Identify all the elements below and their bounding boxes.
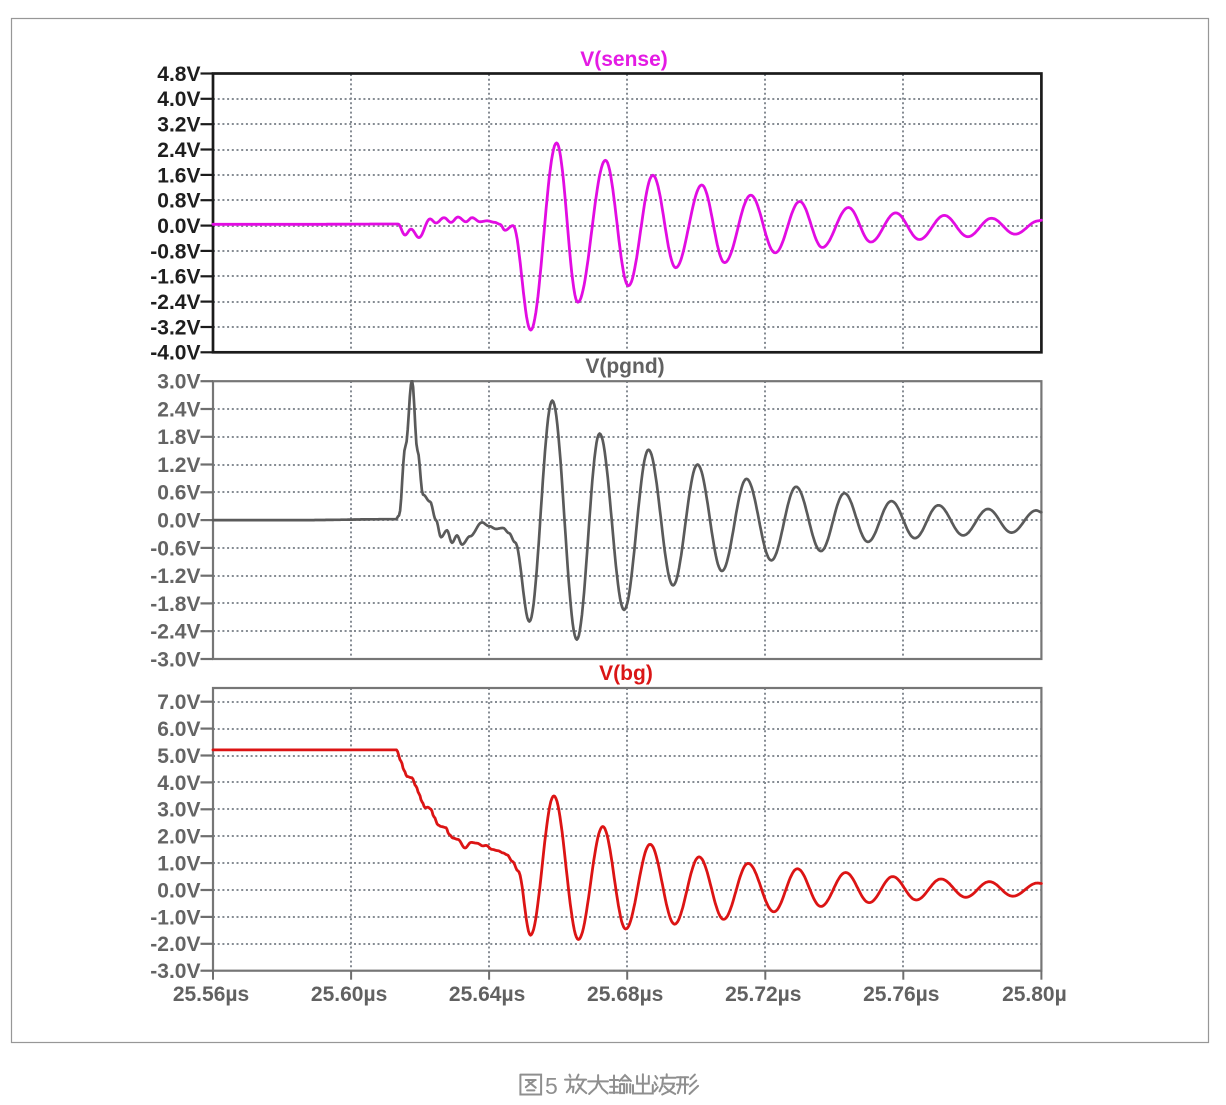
svg-text:-3.0V: -3.0V [150, 960, 200, 983]
svg-text:V(pgnd): V(pgnd) [585, 355, 664, 378]
svg-text:-0.6V: -0.6V [150, 537, 200, 560]
svg-text:-1.6V: -1.6V [150, 266, 200, 289]
svg-text:0.8V: 0.8V [157, 190, 200, 213]
svg-text:2.4V: 2.4V [157, 139, 200, 162]
svg-text:7.0V: 7.0V [157, 691, 200, 714]
svg-text:3.0V: 3.0V [157, 799, 200, 822]
svg-text:6.0V: 6.0V [157, 718, 200, 741]
svg-text:-2.4V: -2.4V [150, 291, 200, 314]
svg-text:2.0V: 2.0V [157, 826, 200, 849]
svg-text:3.0V: 3.0V [157, 371, 200, 394]
svg-text:-0.8V: -0.8V [150, 240, 200, 263]
svg-text:-1.8V: -1.8V [150, 593, 200, 616]
svg-text:-1.0V: -1.0V [150, 906, 200, 929]
svg-text:4.0V: 4.0V [157, 88, 200, 111]
svg-text:-2.4V: -2.4V [150, 621, 200, 644]
svg-text:25.76µs: 25.76µs [863, 983, 939, 1006]
svg-text:5: 5 [545, 1073, 558, 1099]
svg-text:-3.2V: -3.2V [150, 316, 200, 339]
svg-text:2.4V: 2.4V [157, 398, 200, 421]
svg-text:1.2V: 1.2V [157, 454, 200, 477]
svg-text:4.8V: 4.8V [157, 63, 200, 86]
svg-text:0.6V: 0.6V [157, 482, 200, 505]
svg-text:-3.0V: -3.0V [150, 648, 200, 671]
svg-text:25.56µs: 25.56µs [173, 983, 249, 1006]
svg-text:0.0V: 0.0V [157, 510, 200, 533]
svg-text:3.2V: 3.2V [157, 114, 200, 137]
svg-text:-1.2V: -1.2V [150, 565, 200, 588]
svg-text:25.60µs: 25.60µs [311, 983, 387, 1006]
svg-text:1.6V: 1.6V [157, 164, 200, 187]
svg-text:V(sense): V(sense) [580, 48, 668, 71]
svg-text:5.0V: 5.0V [157, 745, 200, 768]
svg-text:1.8V: 1.8V [157, 426, 200, 449]
svg-text:1.0V: 1.0V [157, 853, 200, 876]
svg-text:4.0V: 4.0V [157, 772, 200, 795]
svg-text:25.64µs: 25.64µs [449, 983, 525, 1006]
svg-text:25.80µ: 25.80µ [1002, 983, 1067, 1006]
svg-text:25.72µs: 25.72µs [725, 983, 801, 1006]
svg-text:0.0V: 0.0V [157, 215, 200, 238]
svg-text:25.68µs: 25.68µs [587, 983, 663, 1006]
svg-text:0.0V: 0.0V [157, 879, 200, 902]
svg-text:V(bg): V(bg) [599, 662, 653, 685]
svg-text:-2.0V: -2.0V [150, 933, 200, 956]
svg-text:-4.0V: -4.0V [150, 342, 200, 365]
